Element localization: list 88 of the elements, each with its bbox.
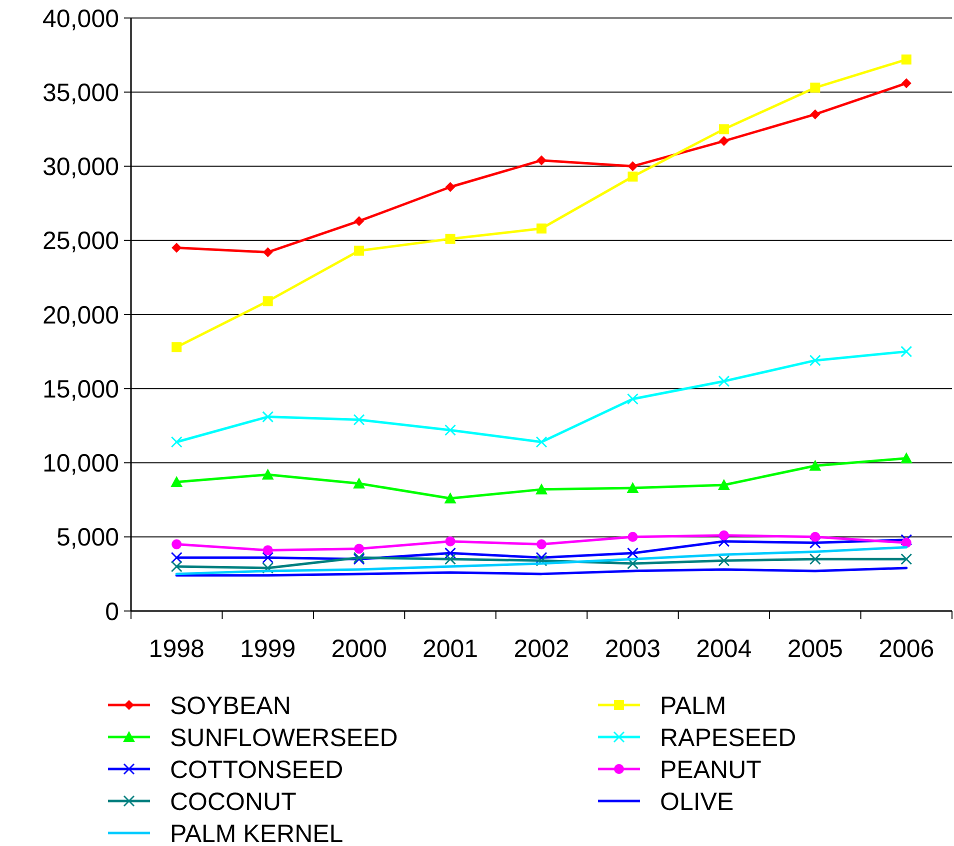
point <box>262 296 273 306</box>
point <box>444 492 456 504</box>
point <box>354 216 364 226</box>
point <box>900 553 912 565</box>
legend-label: RAPESEED <box>660 724 796 752</box>
point <box>626 393 638 405</box>
point <box>445 182 456 192</box>
x-tick-label: 2002 <box>514 635 570 663</box>
point <box>170 560 182 572</box>
x-tick-label: 2005 <box>787 635 843 663</box>
point <box>172 342 182 352</box>
point <box>810 109 820 120</box>
point <box>444 547 456 559</box>
point <box>809 354 821 366</box>
point <box>626 547 638 559</box>
point <box>262 545 273 556</box>
point <box>536 483 548 494</box>
legend-label: PEANUT <box>660 756 762 784</box>
x-tick-label: 2000 <box>331 635 387 663</box>
point <box>718 375 730 387</box>
point <box>900 452 912 464</box>
point <box>809 460 822 471</box>
x-tick-label: 2003 <box>604 635 661 663</box>
point <box>718 530 729 540</box>
legend-label: PALM <box>660 692 726 720</box>
x-tick-label: 2001 <box>422 635 478 663</box>
point <box>628 172 638 182</box>
point <box>353 478 366 489</box>
y-tick-label: 40,000 <box>42 4 119 33</box>
point <box>810 82 820 93</box>
y-tick-label: 25,000 <box>42 227 119 256</box>
x-tick-label: 2004 <box>696 635 752 663</box>
y-tick-label: 35,000 <box>42 78 119 107</box>
point <box>170 436 182 448</box>
point <box>809 553 821 565</box>
point <box>536 224 546 234</box>
point <box>900 534 912 546</box>
legend-label: COCONUT <box>170 788 296 816</box>
point <box>628 532 638 542</box>
point <box>262 411 274 423</box>
legend-label: SOYBEAN <box>170 692 291 720</box>
point <box>718 124 729 134</box>
y-tick-label: 30,000 <box>42 153 119 181</box>
point <box>262 552 274 564</box>
point <box>718 536 730 548</box>
point <box>901 78 912 88</box>
line-series <box>175 566 908 577</box>
point <box>628 161 638 172</box>
legend-label: OLIVE <box>660 788 734 816</box>
point <box>354 246 364 256</box>
point <box>536 554 548 566</box>
point <box>262 247 273 258</box>
point <box>901 54 912 65</box>
point <box>445 234 456 244</box>
point <box>718 554 730 566</box>
y-tick-label: 0 <box>105 598 119 626</box>
point <box>172 539 182 550</box>
point <box>626 482 639 493</box>
point <box>901 538 912 548</box>
x-tick-label: 1999 <box>240 635 296 663</box>
y-tick-label: 15,000 <box>42 375 119 404</box>
point <box>170 552 182 564</box>
point <box>536 155 546 166</box>
point <box>900 346 912 358</box>
x-tick-label: 2006 <box>878 635 934 663</box>
point <box>718 478 730 490</box>
x-tick-label: 1998 <box>148 635 204 663</box>
y-tick-label: 20,000 <box>42 301 119 330</box>
legend-label: PALM KERNEL <box>170 820 344 846</box>
point <box>809 537 821 549</box>
point <box>626 558 638 570</box>
point <box>810 532 820 542</box>
point <box>444 553 456 565</box>
point <box>444 424 456 436</box>
point <box>536 436 548 448</box>
point <box>536 539 546 550</box>
point <box>262 562 274 574</box>
point <box>262 468 274 480</box>
point <box>172 242 182 253</box>
legend-label: SUNFLOWERSEED <box>170 724 398 752</box>
y-tick-label: 5,000 <box>56 524 119 552</box>
legend-label: COTTONSEED <box>170 756 344 784</box>
point <box>718 136 729 146</box>
point <box>354 544 364 554</box>
y-tick-label: 10,000 <box>42 450 119 478</box>
point <box>170 476 183 488</box>
point <box>353 414 365 426</box>
point <box>445 536 456 546</box>
